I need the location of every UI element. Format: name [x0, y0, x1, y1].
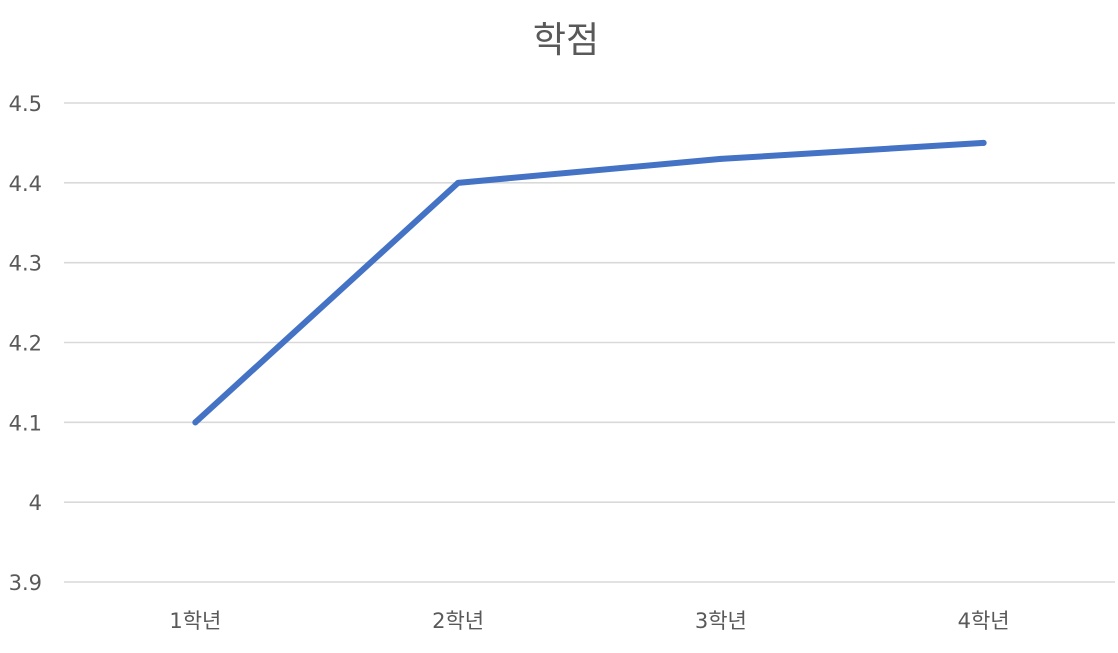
y-tick-label: 4.4: [9, 172, 42, 196]
y-tick-label: 4.5: [9, 92, 42, 116]
chart-title: 학점: [533, 20, 599, 61]
data-point: [717, 155, 724, 162]
data-point: [980, 139, 987, 146]
y-tick-label: 4: [29, 491, 42, 515]
x-tick-label: 2학년: [432, 609, 484, 633]
y-tick-label: 4.2: [9, 332, 42, 356]
y-tick-label: 4.1: [9, 411, 42, 435]
data-point: [192, 419, 199, 426]
plot-area: [192, 139, 987, 426]
data-point: [455, 179, 462, 186]
gridlines: [64, 102, 1115, 583]
x-tick-label: 1학년: [169, 609, 221, 633]
y-axis-labels: 3.9 4 4.1 4.2 4.3 4.4 4.5: [9, 92, 42, 595]
x-tick-label: 3학년: [695, 609, 747, 633]
y-tick-label: 4.3: [9, 252, 42, 276]
x-tick-label: 4학년: [958, 609, 1010, 633]
series-line: [192, 139, 987, 426]
x-axis-labels: 1학년 2학년 3학년 4학년: [169, 609, 1009, 633]
y-tick-label: 3.9: [9, 571, 42, 595]
